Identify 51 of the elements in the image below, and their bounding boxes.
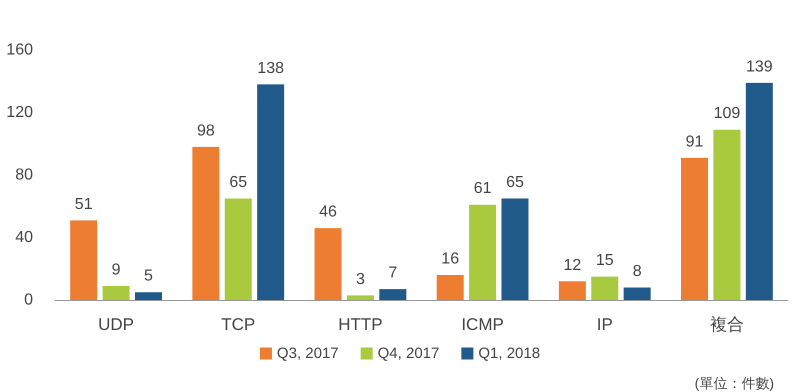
bar (469, 204, 496, 300)
y-tick-label: 120 (6, 104, 34, 121)
data-label: 98 (196, 122, 215, 140)
data-label: 3 (356, 270, 365, 288)
bar (102, 286, 130, 300)
text: (單位：件數) (694, 375, 774, 391)
data-label: 12 (563, 256, 582, 274)
data-label: 51 (74, 196, 93, 213)
legend-label: Q1, 2018 (478, 345, 540, 362)
data-label: 8 (632, 263, 642, 280)
data-label: 7 (388, 264, 398, 282)
x-tick-label: 複合 (710, 315, 744, 334)
bar (624, 288, 651, 300)
data-label: 91 (686, 133, 704, 150)
y-tick-label: 160 (6, 42, 34, 58)
bar (591, 276, 618, 300)
bar (746, 82, 773, 300)
data-label: 16 (441, 250, 460, 268)
bar (224, 198, 252, 300)
bar (346, 295, 374, 300)
bar (70, 220, 98, 300)
bar (257, 84, 284, 300)
data-label: 65 (229, 174, 248, 191)
data-label: 61 (474, 180, 492, 198)
bar (134, 292, 162, 300)
data-label: 138 (257, 60, 284, 77)
x-tick-label: TCP (221, 315, 256, 334)
bar (501, 198, 528, 300)
data-label: 46 (319, 204, 338, 221)
y-tick-label: 0 (24, 292, 34, 308)
bar (379, 289, 406, 300)
bar (558, 281, 586, 300)
data-label: 139 (746, 58, 773, 76)
data-label: 15 (596, 252, 614, 270)
y-tick-label: 40 (15, 229, 34, 246)
data-label: 5 (144, 268, 154, 285)
x-tick-label: IP (596, 315, 613, 334)
x-tick-label: UDP (98, 315, 134, 334)
x-tick-label: ICMP (461, 315, 504, 334)
data-label: 109 (714, 105, 740, 122)
bar (436, 275, 464, 300)
bar (314, 228, 342, 300)
legend-label: Q3, 2017 (276, 345, 339, 362)
bar (681, 158, 708, 300)
legend-label: Q4, 2017 (378, 345, 440, 362)
bar (192, 146, 220, 300)
data-label: 9 (112, 261, 121, 278)
x-tick-label: HTTP (338, 315, 383, 334)
bar (713, 130, 740, 300)
y-tick-label: 80 (15, 166, 34, 184)
data-label: 65 (506, 174, 524, 191)
